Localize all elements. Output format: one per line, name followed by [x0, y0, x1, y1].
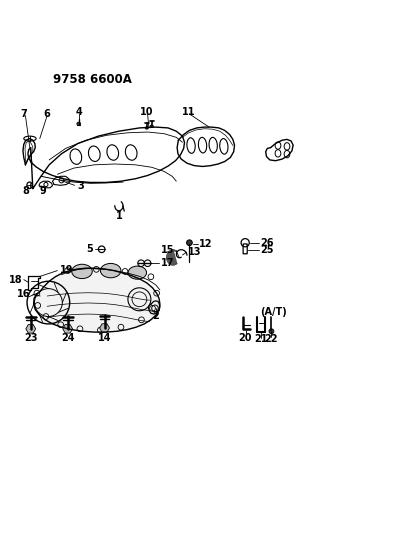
Ellipse shape [128, 266, 146, 279]
Text: 19: 19 [59, 265, 73, 275]
Text: 11: 11 [182, 107, 195, 117]
Text: 26: 26 [260, 238, 273, 248]
Text: 7: 7 [20, 109, 27, 118]
Circle shape [268, 329, 273, 334]
Ellipse shape [100, 263, 121, 278]
Ellipse shape [77, 122, 80, 125]
Polygon shape [166, 250, 176, 265]
Text: 25: 25 [260, 245, 273, 255]
Text: 12: 12 [198, 239, 212, 249]
Text: 8: 8 [22, 185, 29, 196]
Text: 14: 14 [98, 333, 111, 343]
Circle shape [186, 240, 192, 246]
Text: 1: 1 [116, 211, 122, 221]
Text: 24: 24 [61, 333, 74, 343]
Text: 20: 20 [238, 333, 251, 343]
Ellipse shape [150, 125, 153, 127]
Text: 18: 18 [9, 274, 22, 285]
Text: (A/T): (A/T) [260, 308, 286, 318]
Text: 17: 17 [160, 258, 174, 268]
Text: 4: 4 [75, 107, 82, 117]
Text: 3: 3 [77, 181, 83, 191]
Text: 6: 6 [44, 109, 50, 118]
Text: 21: 21 [254, 335, 267, 344]
Text: 10: 10 [140, 107, 153, 117]
Text: 5: 5 [87, 244, 93, 254]
Text: 22: 22 [264, 335, 277, 344]
Ellipse shape [72, 264, 92, 279]
Text: 2: 2 [152, 311, 159, 321]
Text: 9: 9 [40, 187, 46, 197]
Text: 23: 23 [24, 333, 37, 343]
Text: 16: 16 [17, 289, 31, 300]
Text: 13: 13 [187, 247, 201, 257]
Text: 15: 15 [160, 245, 174, 255]
Polygon shape [34, 268, 160, 332]
Ellipse shape [145, 127, 148, 129]
Text: 9758 6600A: 9758 6600A [53, 74, 132, 86]
